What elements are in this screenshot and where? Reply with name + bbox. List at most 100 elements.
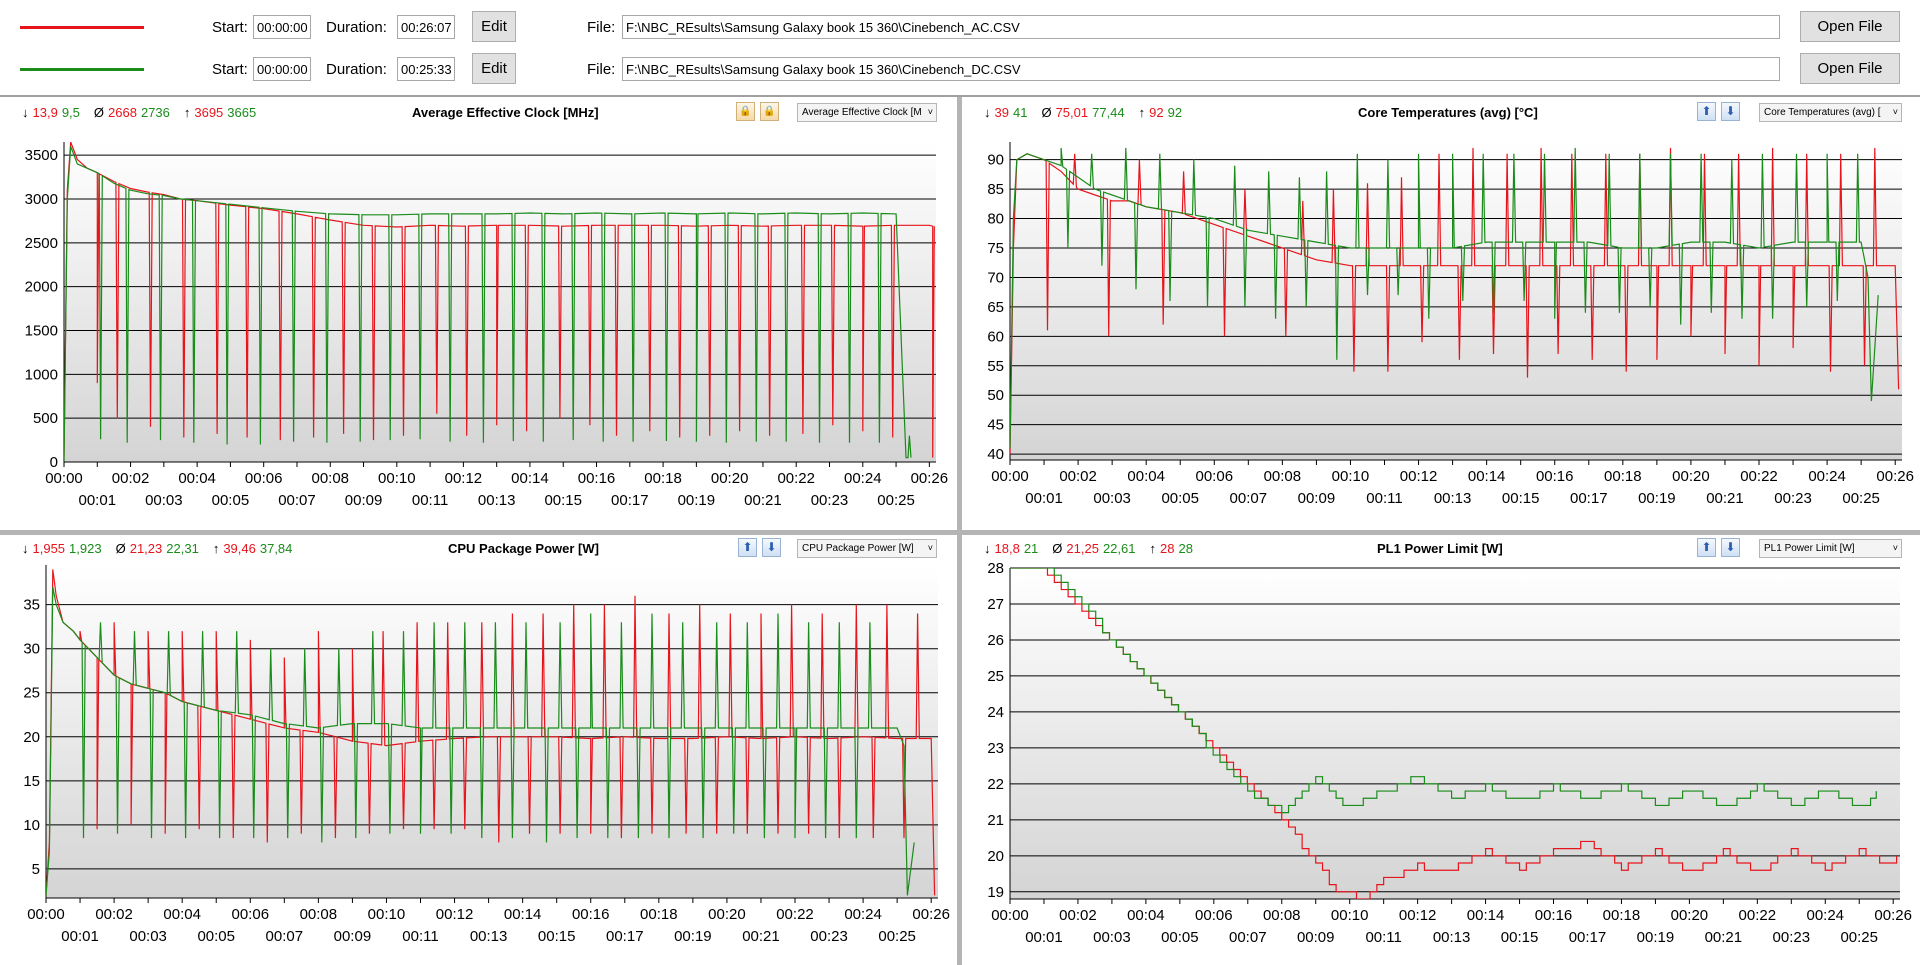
chart-panel-temperature: ↓ 39 41 Ø 75,01 77,44 ↑ 92 92 Core Temperatures (… xyxy=(962,99,1920,530)
arrow-up-icon[interactable]: ⬆ xyxy=(738,538,757,557)
avg-value-dc: 77,44 xyxy=(1092,105,1125,120)
x-tick-label: 00:11 xyxy=(402,928,438,945)
arrow-down-icon[interactable]: ⬇ xyxy=(1721,538,1740,557)
lock-icon[interactable]: 🔒 xyxy=(760,102,779,121)
legend-line-dc xyxy=(20,68,144,71)
plot-background xyxy=(1010,142,1902,460)
legend-line-ac xyxy=(20,26,144,29)
max-symbol: ↑ xyxy=(1149,541,1157,556)
x-tick-label: 00:01 xyxy=(1025,490,1063,507)
x-tick-label: 00:14 xyxy=(1468,468,1506,485)
chart-panel-clock: ↓ 13,9 9,5 Ø 2668 2736 ↑ 3695 3665 Average Effect… xyxy=(0,99,957,530)
x-tick-label: 00:06 xyxy=(232,906,270,923)
x-tick-label: 00:00 xyxy=(991,468,1029,485)
x-tick-label: 00:11 xyxy=(1366,490,1402,507)
lock-icon[interactable]: 🔒 xyxy=(736,102,755,121)
plot-background xyxy=(46,565,938,898)
sensor-select[interactable]: Core Temperatures (avg) [ ˅ xyxy=(1759,103,1902,122)
x-tick-label: 00:22 xyxy=(776,906,814,923)
start-input-ac[interactable]: 00:00:00 xyxy=(253,15,311,39)
y-tick-label: 15 xyxy=(23,773,40,790)
file-path-input-dc[interactable]: F:\NBC_REsults\Samsung Galaxy book 15 36… xyxy=(622,57,1780,81)
x-tick-label: 00:03 xyxy=(1093,929,1131,946)
y-tick-label: 3000 xyxy=(25,191,58,208)
arrow-up-icon[interactable]: ⬆ xyxy=(1697,538,1716,557)
x-tick-label: 00:02 xyxy=(112,470,150,487)
open-file-button-dc[interactable]: Open File xyxy=(1800,53,1900,84)
min-value-ac: 39 xyxy=(994,105,1009,120)
x-tick-label: 00:23 xyxy=(811,492,849,509)
x-tick-label: 00:15 xyxy=(1502,490,1540,507)
sensor-select-value: Average Effective Clock [M xyxy=(802,107,922,118)
start-input-dc[interactable]: 00:00:00 xyxy=(253,57,311,81)
x-tick-label: 00:22 xyxy=(1739,907,1777,924)
sensor-select[interactable]: Average Effective Clock [M ˅ xyxy=(797,103,937,122)
x-tick-label: 00:10 xyxy=(1332,468,1370,485)
avg-symbol: Ø xyxy=(115,541,126,556)
avg-value-dc: 2736 xyxy=(140,105,170,120)
x-tick-label: 00:24 xyxy=(844,906,882,923)
x-tick-label: 00:16 xyxy=(578,470,616,487)
min-value-dc: 1,923 xyxy=(69,541,102,556)
series-line-dc xyxy=(64,146,912,462)
x-tick-label: 00:09 xyxy=(345,492,383,509)
x-tick-label: 00:17 xyxy=(606,928,644,945)
y-tick-label: 20 xyxy=(987,848,1004,865)
y-tick-label: 85 xyxy=(987,181,1004,198)
x-tick-label: 00:14 xyxy=(511,470,549,487)
min-symbol: ↓ xyxy=(984,105,991,120)
duration-input-dc[interactable]: 00:25:33 xyxy=(397,57,455,81)
x-tick-label: 00:04 xyxy=(163,906,201,923)
edit-button-ac[interactable]: Edit xyxy=(472,11,516,42)
x-tick-label: 00:23 xyxy=(1773,929,1811,946)
arrow-up-icon[interactable]: ⬆ xyxy=(1697,102,1716,121)
file-path-input-ac[interactable]: F:\NBC_REsults\Samsung Galaxy book 15 36… xyxy=(622,15,1780,39)
x-tick-label: 00:00 xyxy=(991,907,1029,924)
start-label: Start: xyxy=(212,19,248,36)
stats-line: ↓ 18,8 21 Ø 21,25 22,61 ↑ 28 28 xyxy=(984,541,1197,556)
sensor-select-value: Core Temperatures (avg) [ xyxy=(1764,107,1881,118)
series-line-dc xyxy=(1010,147,1879,449)
file-label: File: xyxy=(587,61,616,78)
x-tick-label: 00:20 xyxy=(1672,468,1710,485)
chevron-down-icon: ˅ xyxy=(1892,107,1898,117)
sensor-select[interactable]: CPU Package Power [W] ˅ xyxy=(797,539,937,558)
x-tick-label: 00:07 xyxy=(278,492,316,509)
series-line-dc xyxy=(1010,568,1877,814)
sensor-select[interactable]: PL1 Power Limit [W] ˅ xyxy=(1759,539,1902,558)
chart-title: CPU Package Power [W] xyxy=(448,541,599,556)
x-tick-label: 00:05 xyxy=(212,492,250,509)
avg-value-dc: 22,61 xyxy=(1102,541,1136,556)
x-tick-label: 00:16 xyxy=(1535,907,1573,924)
x-tick-label: 00:12 xyxy=(1399,907,1437,924)
arrow-down-icon[interactable]: ⬇ xyxy=(762,538,781,557)
x-tick-label: 00:05 xyxy=(197,928,235,945)
y-tick-label: 1500 xyxy=(25,322,58,339)
x-tick-label: 00:13 xyxy=(478,492,516,509)
y-tick-label: 500 xyxy=(33,410,58,427)
x-tick-label: 00:12 xyxy=(436,906,474,923)
min-symbol: ↓ xyxy=(22,105,29,120)
open-file-button-ac[interactable]: Open File xyxy=(1800,11,1900,42)
y-tick-label: 25 xyxy=(987,668,1004,685)
x-tick-label: 00:24 xyxy=(844,470,882,487)
max-value-dc: 92 xyxy=(1167,105,1183,120)
chart-title: Core Temperatures (avg) [°C] xyxy=(1358,105,1538,120)
x-tick-label: 00:13 xyxy=(1433,929,1471,946)
horizontal-divider xyxy=(0,530,1920,535)
min-value-ac: 18,8 xyxy=(994,541,1020,556)
file-row-dc: Start: 00:00:00 Duration: 00:25:33 Edit … xyxy=(0,52,1920,88)
arrow-down-icon[interactable]: ⬇ xyxy=(1721,102,1740,121)
y-tick-label: 2000 xyxy=(25,279,58,296)
duration-input-ac[interactable]: 00:26:07 xyxy=(397,15,455,39)
max-symbol: ↑ xyxy=(183,105,191,120)
x-tick-label: 00:08 xyxy=(311,470,349,487)
edit-button-dc[interactable]: Edit xyxy=(472,53,516,84)
x-tick-label: 00:24 xyxy=(1808,468,1846,485)
chart-panel-package-power: ↓ 1,955 1,923 Ø 21,23 22,31 ↑ 39,46 37,84 CPU Pac… xyxy=(0,535,957,965)
y-tick-label: 90 xyxy=(987,152,1004,169)
file-label: File: xyxy=(587,19,616,36)
x-tick-label: 00:19 xyxy=(678,492,716,509)
x-tick-label: 00:12 xyxy=(445,470,483,487)
x-tick-label: 00:08 xyxy=(1264,468,1302,485)
